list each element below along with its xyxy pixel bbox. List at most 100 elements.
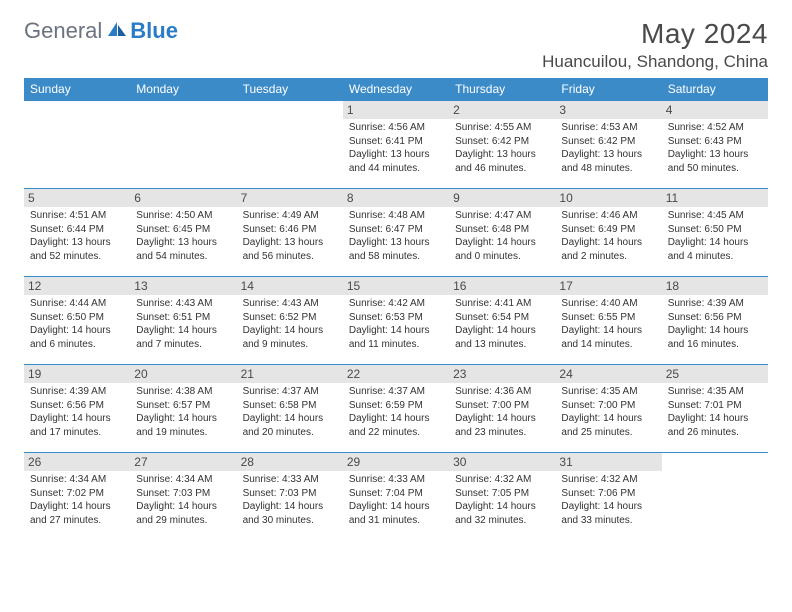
day-info: Sunrise: 4:44 AMSunset: 6:50 PMDaylight:… <box>30 297 124 351</box>
day-info: Sunrise: 4:53 AMSunset: 6:42 PMDaylight:… <box>561 121 655 175</box>
calendar-week-row: 12 Sunrise: 4:44 AMSunset: 6:50 PMDayligh… <box>24 277 768 365</box>
day-info: Sunrise: 4:55 AMSunset: 6:42 PMDaylight:… <box>455 121 549 175</box>
calendar-cell-empty <box>24 101 130 189</box>
weekday-header: Thursday <box>449 78 555 101</box>
calendar-week-row: 1 Sunrise: 4:56 AMSunset: 6:41 PMDaylight… <box>24 101 768 189</box>
weekday-header-row: SundayMondayTuesdayWednesdayThursdayFrid… <box>24 78 768 101</box>
calendar-cell: 27 Sunrise: 4:34 AMSunset: 7:03 PMDayligh… <box>130 453 236 541</box>
day-info: Sunrise: 4:40 AMSunset: 6:55 PMDaylight:… <box>561 297 655 351</box>
day-number: 16 <box>449 277 555 295</box>
day-number: 9 <box>449 189 555 207</box>
calendar-week-row: 19Sunrise: 4:39 AMSunset: 6:56 PMDayligh… <box>24 365 768 453</box>
day-number: 1 <box>343 101 449 119</box>
day-number: 27 <box>130 453 236 471</box>
day-number: 23 <box>449 365 555 383</box>
day-info: Sunrise: 4:39 AMSunset: 6:56 PMDaylight:… <box>30 385 124 439</box>
calendar-cell: 24 Sunrise: 4:35 AMSunset: 7:00 PMDayligh… <box>555 365 661 453</box>
day-info: Sunrise: 4:50 AMSunset: 6:45 PMDaylight:… <box>136 209 230 263</box>
calendar-cell: 20 Sunrise: 4:38 AMSunset: 6:57 PMDayligh… <box>130 365 236 453</box>
day-number: 13 <box>130 277 236 295</box>
calendar-cell: 28 Sunrise: 4:33 AMSunset: 7:03 PMDayligh… <box>237 453 343 541</box>
calendar-cell-empty <box>237 101 343 189</box>
day-info: Sunrise: 4:35 AMSunset: 7:01 PMDaylight:… <box>668 385 762 439</box>
calendar-body: 1 Sunrise: 4:56 AMSunset: 6:41 PMDaylight… <box>24 101 768 541</box>
weekday-header: Sunday <box>24 78 130 101</box>
day-number: 4 <box>662 101 768 119</box>
page-header: General Blue May 2024 Huancuilou, Shando… <box>24 18 768 72</box>
calendar-cell: 22 Sunrise: 4:37 AMSunset: 6:59 PMDayligh… <box>343 365 449 453</box>
day-number: 29 <box>343 453 449 471</box>
calendar-cell: 23 Sunrise: 4:36 AMSunset: 7:00 PMDayligh… <box>449 365 555 453</box>
calendar-cell: 31Sunrise: 4:32 AMSunset: 7:06 PMDayligh… <box>555 453 661 541</box>
day-info: Sunrise: 4:32 AMSunset: 7:06 PMDaylight:… <box>561 473 655 527</box>
header-right: May 2024 Huancuilou, Shandong, China <box>542 18 768 72</box>
calendar-cell: 4 Sunrise: 4:52 AMSunset: 6:43 PMDaylight… <box>662 101 768 189</box>
calendar-cell: 18 Sunrise: 4:39 AMSunset: 6:56 PMDayligh… <box>662 277 768 365</box>
day-number: 3 <box>555 101 661 119</box>
day-info: Sunrise: 4:32 AMSunset: 7:05 PMDaylight:… <box>455 473 549 527</box>
calendar-cell: 12 Sunrise: 4:44 AMSunset: 6:50 PMDayligh… <box>24 277 130 365</box>
day-number: 6 <box>130 189 236 207</box>
calendar-cell: 10Sunrise: 4:46 AMSunset: 6:49 PMDayligh… <box>555 189 661 277</box>
day-info: Sunrise: 4:38 AMSunset: 6:57 PMDaylight:… <box>136 385 230 439</box>
day-number: 22 <box>343 365 449 383</box>
day-info: Sunrise: 4:37 AMSunset: 6:59 PMDaylight:… <box>349 385 443 439</box>
day-number: 24 <box>555 365 661 383</box>
day-number: 17 <box>555 277 661 295</box>
day-info: Sunrise: 4:52 AMSunset: 6:43 PMDaylight:… <box>668 121 762 175</box>
day-info: Sunrise: 4:45 AMSunset: 6:50 PMDaylight:… <box>668 209 762 263</box>
calendar-cell: 8 Sunrise: 4:48 AMSunset: 6:47 PMDaylight… <box>343 189 449 277</box>
day-number: 26 <box>24 453 130 471</box>
day-info: Sunrise: 4:56 AMSunset: 6:41 PMDaylight:… <box>349 121 443 175</box>
day-number: 25 <box>662 365 768 383</box>
day-number: 18 <box>662 277 768 295</box>
logo-text-blue: Blue <box>130 18 178 44</box>
day-info: Sunrise: 4:51 AMSunset: 6:44 PMDaylight:… <box>30 209 124 263</box>
calendar-table: SundayMondayTuesdayWednesdayThursdayFrid… <box>24 78 768 541</box>
calendar-week-row: 26 Sunrise: 4:34 AMSunset: 7:02 PMDayligh… <box>24 453 768 541</box>
day-info: Sunrise: 4:43 AMSunset: 6:51 PMDaylight:… <box>136 297 230 351</box>
calendar-cell: 11 Sunrise: 4:45 AMSunset: 6:50 PMDayligh… <box>662 189 768 277</box>
day-number: 20 <box>130 365 236 383</box>
calendar-cell: 21Sunrise: 4:37 AMSunset: 6:58 PMDayligh… <box>237 365 343 453</box>
day-number: 11 <box>662 189 768 207</box>
weekday-header: Wednesday <box>343 78 449 101</box>
day-info: Sunrise: 4:36 AMSunset: 7:00 PMDaylight:… <box>455 385 549 439</box>
logo-text-general: General <box>24 18 102 44</box>
day-number: 5 <box>24 189 130 207</box>
day-info: Sunrise: 4:49 AMSunset: 6:46 PMDaylight:… <box>243 209 337 263</box>
calendar-cell: 5 Sunrise: 4:51 AMSunset: 6:44 PMDaylight… <box>24 189 130 277</box>
day-info: Sunrise: 4:34 AMSunset: 7:03 PMDaylight:… <box>136 473 230 527</box>
day-info: Sunrise: 4:48 AMSunset: 6:47 PMDaylight:… <box>349 209 443 263</box>
day-number: 30 <box>449 453 555 471</box>
month-title: May 2024 <box>542 18 768 50</box>
day-number: 14 <box>237 277 343 295</box>
calendar-cell: 14 Sunrise: 4:43 AMSunset: 6:52 PMDayligh… <box>237 277 343 365</box>
calendar-cell-empty <box>130 101 236 189</box>
calendar-cell: 25 Sunrise: 4:35 AMSunset: 7:01 PMDayligh… <box>662 365 768 453</box>
day-number: 12 <box>24 277 130 295</box>
calendar-cell: 6 Sunrise: 4:50 AMSunset: 6:45 PMDaylight… <box>130 189 236 277</box>
day-info: Sunrise: 4:33 AMSunset: 7:04 PMDaylight:… <box>349 473 443 527</box>
day-info: Sunrise: 4:43 AMSunset: 6:52 PMDaylight:… <box>243 297 337 351</box>
location-text: Huancuilou, Shandong, China <box>542 52 768 72</box>
day-info: Sunrise: 4:46 AMSunset: 6:49 PMDaylight:… <box>561 209 655 263</box>
calendar-cell: 13 Sunrise: 4:43 AMSunset: 6:51 PMDayligh… <box>130 277 236 365</box>
day-info: Sunrise: 4:35 AMSunset: 7:00 PMDaylight:… <box>561 385 655 439</box>
calendar-cell: 2Sunrise: 4:55 AMSunset: 6:42 PMDaylight… <box>449 101 555 189</box>
calendar-week-row: 5 Sunrise: 4:51 AMSunset: 6:44 PMDaylight… <box>24 189 768 277</box>
calendar-cell: 3 Sunrise: 4:53 AMSunset: 6:42 PMDaylight… <box>555 101 661 189</box>
day-info: Sunrise: 4:47 AMSunset: 6:48 PMDaylight:… <box>455 209 549 263</box>
calendar-cell: 16Sunrise: 4:41 AMSunset: 6:54 PMDayligh… <box>449 277 555 365</box>
day-number: 28 <box>237 453 343 471</box>
calendar-cell: 17 Sunrise: 4:40 AMSunset: 6:55 PMDayligh… <box>555 277 661 365</box>
logo: General Blue <box>24 18 178 44</box>
calendar-cell: 9 Sunrise: 4:47 AMSunset: 6:48 PMDaylight… <box>449 189 555 277</box>
day-info: Sunrise: 4:33 AMSunset: 7:03 PMDaylight:… <box>243 473 337 527</box>
weekday-header: Saturday <box>662 78 768 101</box>
weekday-header: Monday <box>130 78 236 101</box>
day-number: 8 <box>343 189 449 207</box>
day-info: Sunrise: 4:34 AMSunset: 7:02 PMDaylight:… <box>30 473 124 527</box>
calendar-cell: 1 Sunrise: 4:56 AMSunset: 6:41 PMDaylight… <box>343 101 449 189</box>
day-info: Sunrise: 4:39 AMSunset: 6:56 PMDaylight:… <box>668 297 762 351</box>
